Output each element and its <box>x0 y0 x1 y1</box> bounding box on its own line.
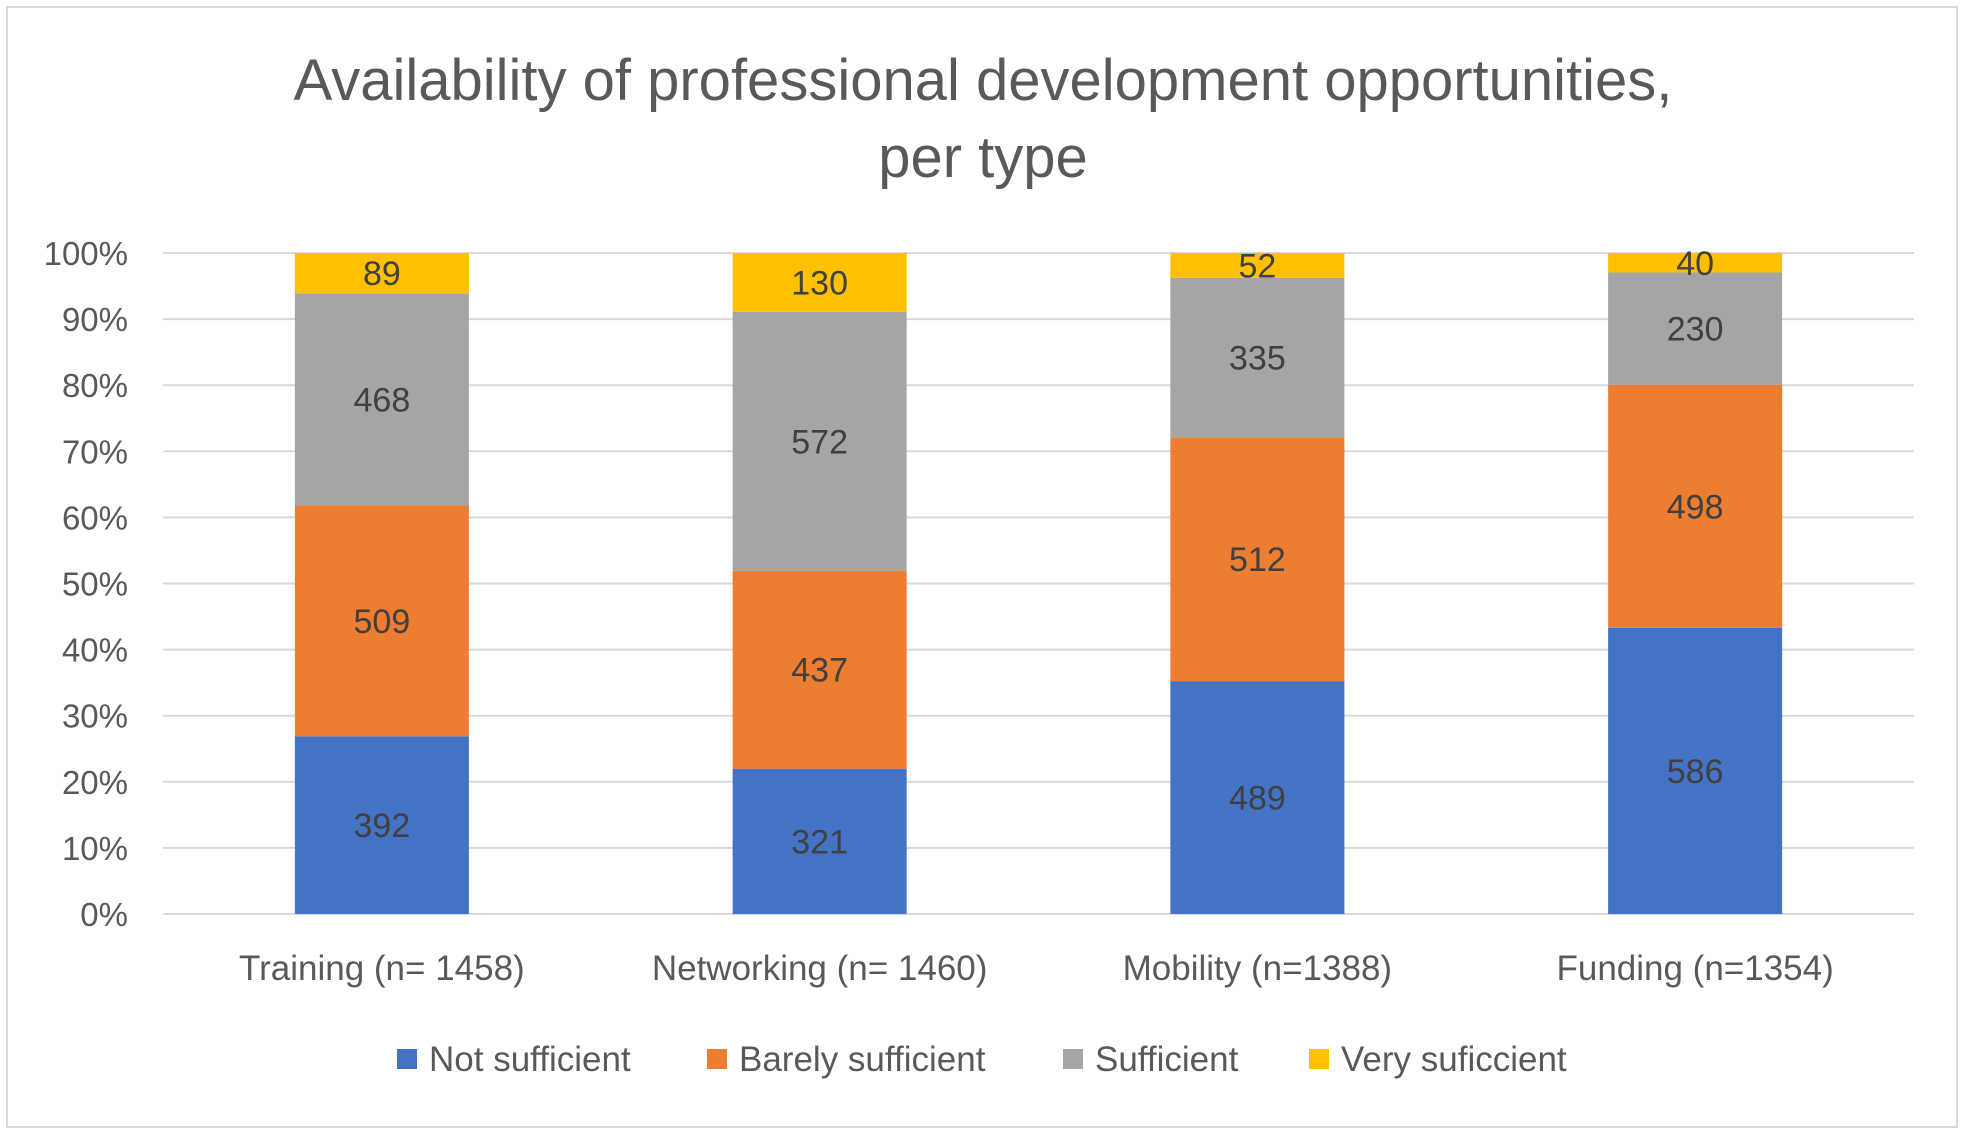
y-tick-label: 70% <box>62 433 128 470</box>
data-label: 468 <box>354 381 411 419</box>
bar-segment <box>732 253 907 312</box>
x-category-label: Networking (n= 1460) <box>652 949 988 988</box>
bar-segment <box>1608 627 1783 914</box>
y-tick-label: 90% <box>62 301 128 338</box>
y-tick-label: 80% <box>62 367 128 404</box>
y-tick-label: 60% <box>62 499 128 536</box>
bar-segment <box>1608 253 1783 273</box>
data-label: 52 <box>1238 247 1276 285</box>
data-label: 321 <box>791 823 848 861</box>
bar-segment <box>1170 253 1345 278</box>
x-category-label: Training (n= 1458) <box>239 949 525 988</box>
data-labels: 392 509 468 89 321 437 572 130 489 512 335 52 586 498… <box>354 245 1724 862</box>
data-label: 512 <box>1229 541 1286 579</box>
bar-segment <box>294 253 469 294</box>
bar-segment <box>1608 272 1783 385</box>
legend-swatch <box>397 1049 417 1069</box>
bar-segment <box>732 570 907 769</box>
legend-swatch <box>1309 1049 1329 1069</box>
bar-segment <box>294 736 469 914</box>
y-tick-label: 10% <box>62 830 128 867</box>
legend-swatch <box>1063 1049 1083 1069</box>
x-axis-categories: Training (n= 1458) Networking (n= 1460) Mo… <box>239 949 1834 988</box>
bar-segment <box>732 768 907 914</box>
bar-segment <box>294 293 469 506</box>
data-label: 40 <box>1676 245 1714 283</box>
legend-label: Barely sufficient <box>739 1040 986 1079</box>
data-label: 130 <box>791 264 848 302</box>
data-label: 489 <box>1229 780 1286 818</box>
bar-segment <box>1170 681 1345 914</box>
legend-label: Very suficcient <box>1341 1040 1567 1079</box>
bar-segment <box>1608 384 1783 628</box>
chart-title-line-2: per type <box>878 125 1088 190</box>
bar-segment <box>294 505 469 737</box>
bar-segment <box>732 311 907 571</box>
y-tick-label: 40% <box>62 632 128 669</box>
data-label: 89 <box>363 255 401 293</box>
bar-segment <box>1170 277 1345 438</box>
data-label: 498 <box>1667 488 1724 526</box>
y-tick-label: 0% <box>80 896 128 933</box>
y-tick-label: 50% <box>62 566 128 603</box>
bars <box>294 253 1783 914</box>
y-axis-ticks: 0% 10% 20% 30% 40% 50% 60% 70% 80% 90% 100% <box>44 235 128 933</box>
data-label: 586 <box>1667 753 1724 791</box>
chart-title-line-1: Availability of professional development… <box>294 48 1673 113</box>
data-label: 392 <box>354 807 411 845</box>
legend: Not sufficient Barely sufficient Sufficien… <box>397 1040 1567 1079</box>
data-label: 509 <box>354 603 411 641</box>
x-category-label: Funding (n=1354) <box>1556 949 1833 988</box>
y-tick-label: 20% <box>62 764 128 801</box>
bar-segment <box>1170 437 1345 682</box>
x-category-label: Mobility (n=1388) <box>1123 949 1392 988</box>
legend-label: Not sufficient <box>429 1040 631 1079</box>
data-label: 230 <box>1667 311 1724 349</box>
legend-swatch <box>707 1049 727 1069</box>
y-tick-label: 30% <box>62 698 128 735</box>
y-tick-label: 100% <box>44 235 128 272</box>
data-label: 572 <box>791 423 848 461</box>
data-label: 437 <box>791 652 848 690</box>
legend-label: Sufficient <box>1095 1040 1239 1079</box>
data-label: 335 <box>1229 340 1286 378</box>
